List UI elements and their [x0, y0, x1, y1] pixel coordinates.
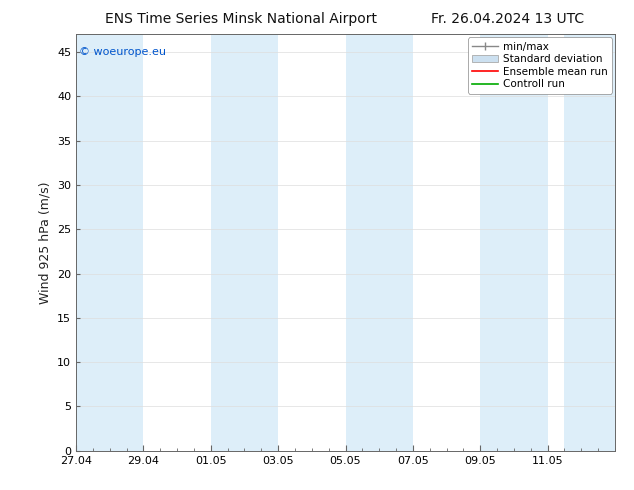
Text: ENS Time Series Minsk National Airport: ENS Time Series Minsk National Airport	[105, 12, 377, 26]
Bar	[480, 34, 548, 451]
Legend: min/max, Standard deviation, Ensemble mean run, Controll run: min/max, Standard deviation, Ensemble me…	[467, 37, 612, 94]
Bar	[346, 34, 413, 451]
Bar	[210, 34, 278, 451]
Y-axis label: Wind 925 hPa (m/s): Wind 925 hPa (m/s)	[39, 181, 51, 304]
Bar	[76, 34, 143, 451]
Text: Fr. 26.04.2024 13 UTC: Fr. 26.04.2024 13 UTC	[430, 12, 584, 26]
Bar	[564, 34, 615, 451]
Text: © woeurope.eu: © woeurope.eu	[79, 47, 165, 57]
